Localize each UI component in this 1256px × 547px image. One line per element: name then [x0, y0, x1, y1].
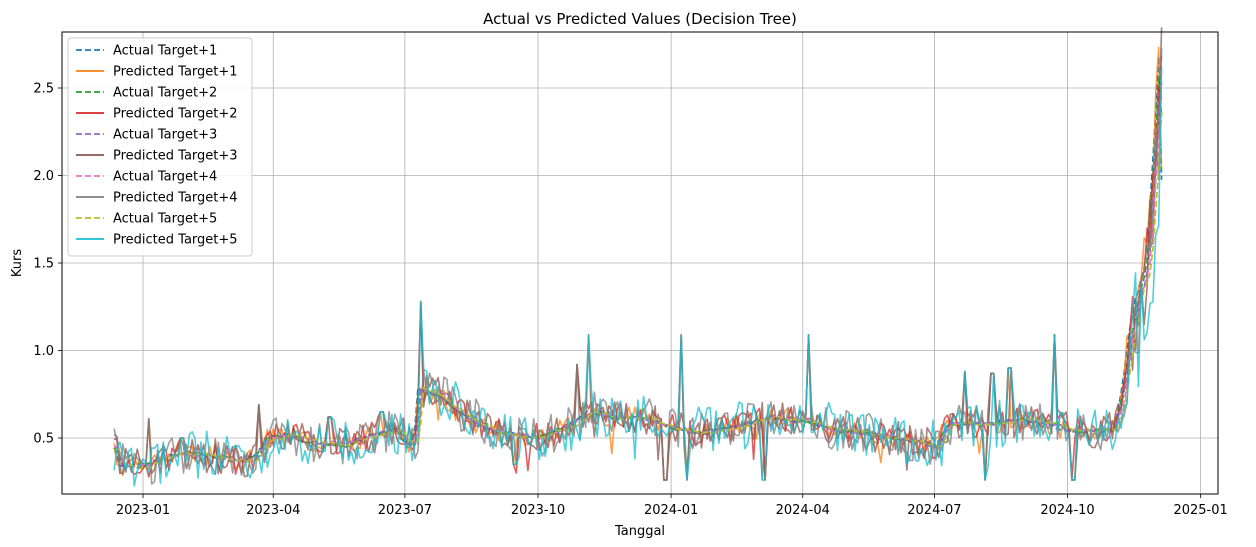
- legend: Actual Target+1 Predicted Target+1 Actual …: [67, 37, 253, 257]
- x-tick-label: 2024-04: [776, 503, 830, 518]
- x-tick-label: 2023-01: [116, 503, 170, 518]
- legend-label: Predicted Target+1: [113, 65, 238, 80]
- y-tick-label: 1.0: [33, 344, 54, 359]
- y-axis-title: Kurs: [10, 249, 25, 277]
- legend-label: Predicted Target+2: [113, 107, 238, 122]
- legend-label: Actual Target+1: [113, 44, 217, 59]
- x-axis-title: Tanggal: [614, 524, 665, 539]
- x-tick-label: 2024-01: [644, 503, 698, 518]
- plot-area: [113, 27, 1163, 487]
- legend-label: Predicted Target+3: [113, 149, 238, 164]
- x-tick-label: 2024-07: [907, 503, 961, 518]
- y-tick-label: 2.0: [33, 169, 54, 184]
- legend-label: Actual Target+4: [113, 170, 217, 185]
- x-tick-label: 2024-10: [1040, 503, 1094, 518]
- legend-label: Predicted Target+5: [113, 233, 238, 248]
- legend-label: Actual Target+3: [113, 128, 217, 143]
- x-axis: 2023-01 2023-04 2023-07 2023-10 2024-01 2024-…: [116, 494, 1228, 518]
- series-line-predicted-target-5: [113, 67, 1163, 487]
- x-tick-label: 2023-07: [378, 503, 432, 518]
- y-axis: 0.5 1.0 1.5 2.0 2.5: [33, 82, 62, 447]
- chart-title: Actual vs Predicted Values (Decision Tre…: [483, 10, 797, 28]
- y-tick-label: 0.5: [33, 432, 54, 447]
- x-tick-label: 2023-04: [246, 503, 300, 518]
- x-tick-label: 2025-01: [1173, 503, 1227, 518]
- legend-label: Actual Target+2: [113, 86, 217, 101]
- grid-lines: [62, 32, 1218, 494]
- legend-box: [67, 37, 253, 257]
- series-line-actual-target-5: [113, 111, 1163, 470]
- x-tick-label: 2023-10: [511, 503, 565, 518]
- y-tick-label: 2.5: [33, 82, 54, 97]
- y-tick-label: 1.5: [33, 257, 54, 272]
- legend-label: Predicted Target+4: [113, 191, 238, 206]
- legend-label: Actual Target+5: [113, 212, 217, 227]
